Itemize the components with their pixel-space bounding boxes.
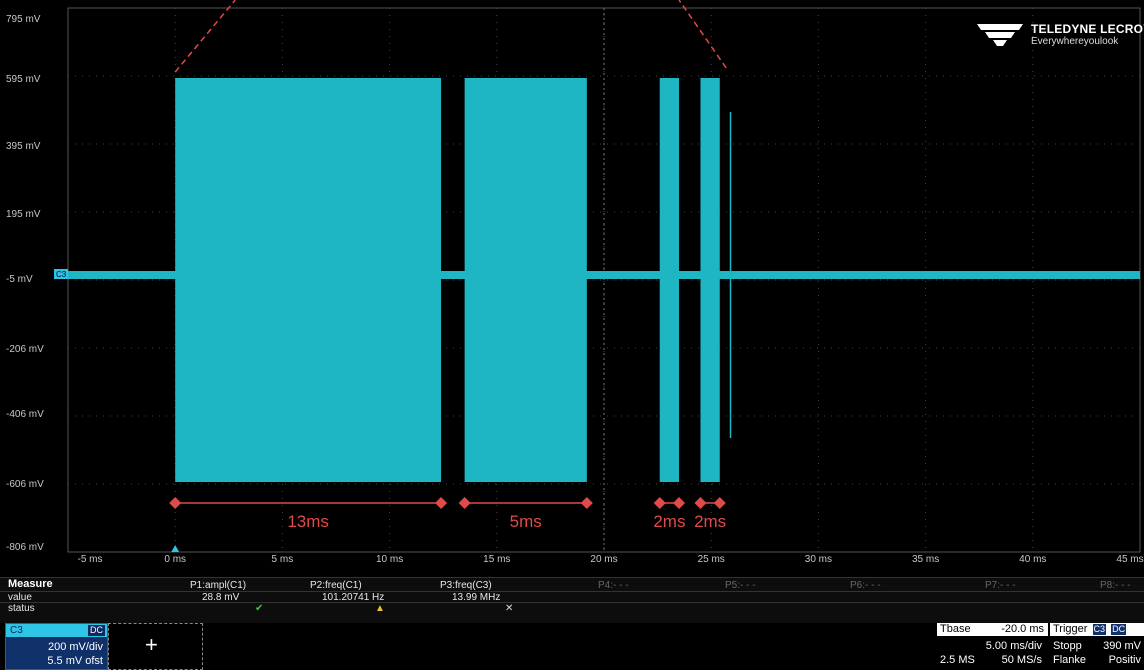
trigger-label: Trigger: [1053, 623, 1088, 635]
measure-param-value: 101.20741 Hz: [322, 592, 385, 603]
channel-name: C3: [10, 625, 23, 636]
logo-tagline: Everywhereyoulook: [1031, 36, 1119, 47]
timebase-header: Tbase -20.0 ms: [937, 623, 1048, 636]
measure-param-value: 13.99 MHz: [452, 592, 501, 603]
annotation-label: 2ms: [694, 512, 727, 531]
trigger-header: Trigger C3 DC: [1050, 623, 1144, 636]
timebase-delay: -20.0 ms: [1001, 623, 1044, 635]
channel-title-bar: C3 DC: [6, 624, 107, 637]
measure-param-label[interactable]: P1:ampl(C1): [190, 580, 247, 591]
y-axis-label: 195 mV: [6, 209, 41, 220]
measure-param-label[interactable]: P2:freq(C1): [310, 580, 362, 591]
measure-param-value: 28.8 mV: [202, 592, 240, 603]
row-label-value: value: [8, 592, 32, 603]
x-axis-label: -5 ms: [77, 554, 103, 565]
x-axis-label: 20 ms: [590, 554, 618, 565]
zoom-indicator-line: [174, 0, 236, 73]
channel-coupling: DC: [88, 625, 105, 636]
x-axis-label: 45 ms: [1116, 554, 1144, 565]
x-axis-label: 40 ms: [1019, 554, 1047, 565]
x-axis-label: 25 ms: [697, 554, 725, 565]
x-axis-label: 35 ms: [911, 554, 940, 565]
x-axis-label: 15 ms: [483, 554, 511, 565]
trigger-position-marker[interactable]: [171, 545, 180, 552]
measure-table: Measure P1:ampl(C1) P2:freq(C1) P3:freq(C3…: [0, 577, 1144, 623]
channel-c3-descriptor[interactable]: C3 DC 200 mV/div 5.5 mV ofst: [5, 623, 108, 670]
trigger-type: Flanke: [1053, 654, 1087, 666]
measure-param-status: ✔: [255, 603, 264, 614]
zoom-indicator-line: [678, 0, 727, 69]
measure-param-label[interactable]: P3:freq(C3): [440, 580, 492, 591]
timebase-scale: 5.00 ms/div: [985, 640, 1042, 652]
trace-burst: [175, 78, 442, 482]
measure-param-label[interactable]: P8:- - -: [1100, 580, 1131, 591]
annotation-diamond-icon: [580, 497, 593, 509]
y-axis-label: 795 mV: [6, 14, 41, 25]
trace-burst: [659, 78, 680, 482]
x-axis-label: 30 ms: [804, 554, 833, 565]
teledyne-lecroy-logo: TELEDYNE LECROY Everywhereyoulook: [975, 22, 1144, 52]
timebase-descriptor[interactable]: Tbase -20.0 ms 5.00 ms/div 2.5 MS 50 MS/…: [937, 623, 1048, 668]
y-axis-label: -806 mV: [6, 542, 44, 553]
y-axis-label: -206 mV: [6, 344, 44, 355]
trigger-descriptor[interactable]: Trigger C3 DC Stopp 390 mV Flanke Positi…: [1050, 623, 1144, 668]
timebase-label: Tbase: [940, 623, 971, 635]
trigger-source: C3: [1092, 624, 1107, 635]
y-axis-label: 595 mV: [6, 74, 41, 85]
annotation-diamond-icon: [435, 497, 448, 509]
x-axis-label: 10 ms: [375, 554, 404, 565]
row-label-status: status: [8, 603, 35, 614]
annotation-label: 13ms: [287, 512, 329, 531]
x-axis-label: 0 ms: [164, 554, 187, 565]
y-axis-label: -5 mV: [6, 274, 33, 285]
timebase-samples: 2.5 MS: [940, 654, 975, 666]
annotation-diamond-icon: [713, 497, 726, 509]
measure-param-status: ✕: [505, 603, 514, 614]
annotation-diamond-icon: [653, 497, 666, 509]
waveform-grid: C3: [54, 0, 1141, 553]
y-axis-label: -406 mV: [6, 409, 44, 420]
trigger-coupling: DC: [1111, 624, 1127, 635]
measure-header-row: Measure P1:ampl(C1) P2:freq(C1) P3:freq(C3…: [0, 578, 1144, 592]
annotation-label: 5ms: [509, 512, 542, 531]
y-axis-label: 395 mV: [6, 141, 41, 152]
trace-burst: [700, 78, 720, 482]
measure-param-status: ▲: [375, 603, 385, 614]
logo-brand: TELEDYNE LECROY: [1031, 22, 1144, 36]
y-axis-label: -606 mV: [6, 479, 44, 490]
trace-baseline: [68, 271, 1140, 279]
timebase-rate: 50 MS/s: [1001, 654, 1042, 666]
channel-scale: 200 mV/div: [47, 641, 103, 653]
channel-marker-icon[interactable]: [54, 269, 68, 279]
add-trace-button[interactable]: +: [108, 623, 203, 670]
measure-title[interactable]: Measure: [8, 578, 53, 590]
measure-param-label[interactable]: P7:- - -: [985, 580, 1016, 591]
annotation-diamond-icon: [694, 497, 707, 509]
measure-param-label[interactable]: P6:- - -: [850, 580, 881, 591]
channel-offset: 5.5 mV ofst: [47, 655, 103, 667]
trace-burst: [464, 78, 587, 482]
waveform-display[interactable]: C3 795 mV 595 mV 395 mV 195 mV -5 mV -206 mV -…: [0, 0, 1144, 565]
trigger-level: 390 mV: [1103, 640, 1141, 652]
x-axis-label: 5 ms: [271, 554, 294, 565]
channel-marker-label: C3: [56, 270, 67, 279]
measure-param-label[interactable]: P4:- - -: [598, 580, 629, 591]
annotation-diamond-icon: [458, 497, 471, 509]
measure-value-row: value 28.8 mV 101.20741 Hz 13.99 MHz: [0, 591, 1144, 603]
annotation-diamond-icon: [673, 497, 686, 509]
annotation-label: 2ms: [653, 512, 686, 531]
trigger-mode: Stopp: [1053, 640, 1082, 652]
lecroy-logo-icon: [977, 24, 1023, 46]
annotation-diamond-icon: [169, 497, 182, 509]
plus-icon: +: [145, 632, 158, 657]
measure-param-label[interactable]: P5:- - -: [725, 580, 756, 591]
measure-status-row: status ✔ ▲ ✕: [0, 602, 1144, 614]
trigger-slope: Positiv: [1108, 654, 1141, 666]
